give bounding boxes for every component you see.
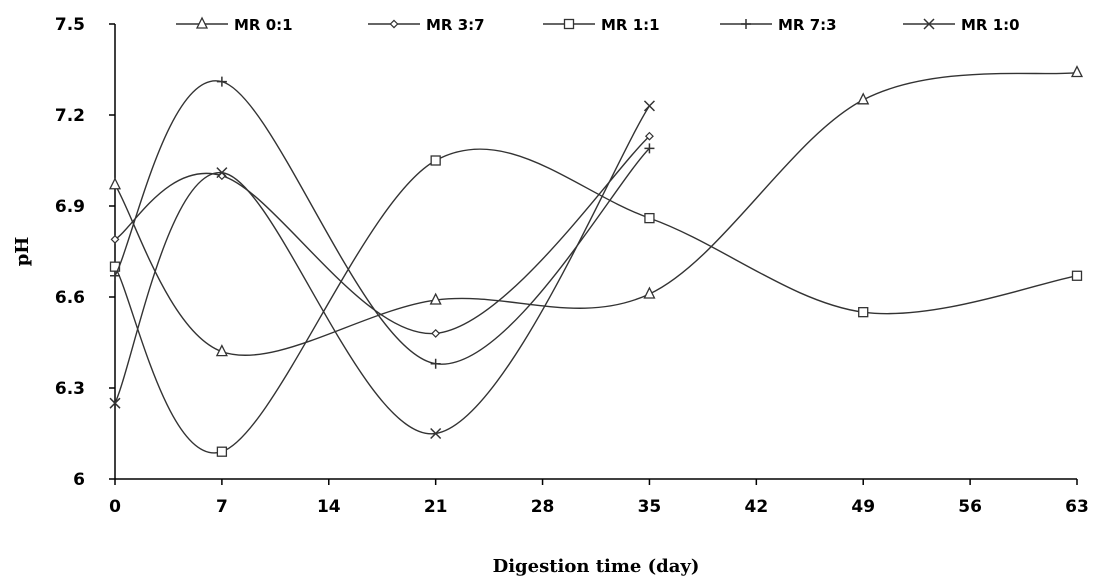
data-point [216,446,228,457]
y-tick-label: 6.3 [55,379,85,399]
x-tick-label: 21 [424,497,448,517]
series-2 [110,131,654,338]
data-point [644,131,654,141]
axes [114,24,1077,480]
data-point [108,177,122,190]
data-point [857,92,870,105]
data-point [858,307,869,318]
legend-marker [563,18,575,30]
legend-marker [389,19,399,29]
data-point [216,76,227,87]
series-4 [110,76,655,369]
x-tick-label: 56 [958,497,982,517]
legend-label: MR 1:0 [961,16,1020,34]
y-tick-label: 6.6 [55,288,85,308]
legend-item: MR 1:1 [543,16,660,34]
data-point [644,212,655,224]
data-point [216,167,228,179]
y-tick-label: 7.2 [55,106,85,126]
series-layer [108,65,1084,457]
series-line [114,71,1078,356]
x-tick-label: 28 [531,497,555,517]
series-line [114,80,650,365]
y-tick-label: 7.5 [55,15,85,35]
data-point [429,292,442,305]
legend-label: MR 7:3 [778,16,837,34]
ticks: 6 6.3 6.6 6.9 7.2 7.5 0 7 14 21 28 35 42 49 56 63 [55,15,1089,517]
x-tick-label: 7 [216,497,228,517]
legend: MR 0:1 MR 3:7 MR 1:1 MR 7:3 MR 1:0 [176,16,1020,34]
legend-item: MR 0:1 [176,16,293,34]
x-tick-label: 14 [317,497,341,517]
data-point [110,234,120,244]
data-point [1071,270,1083,281]
x-axis-title: Digestion time (day) [493,556,700,577]
x-tick-label: 0 [109,497,121,517]
series-line [114,148,1078,454]
x-tick-label: 63 [1065,497,1089,517]
legend-marker [741,19,751,29]
legend-label: MR 1:1 [601,16,660,34]
legend-label: MR 0:1 [234,16,293,34]
x-tick-label: 42 [744,497,768,517]
data-point [109,397,121,409]
legend-item: MR 1:0 [903,16,1020,34]
y-axis-title: pH [12,237,33,267]
data-point [431,328,441,338]
data-point [215,344,228,357]
data-point [644,143,655,154]
legend-item: MR 3:7 [368,16,485,34]
series-5 [109,100,655,440]
data-point [110,270,120,281]
data-point [430,155,441,166]
series-1 [108,65,1084,357]
legend-marker [923,18,935,30]
legend-marker [195,16,209,29]
data-point [643,286,656,299]
legend-label: MR 3:7 [426,16,485,34]
data-point [430,427,442,440]
series-line [114,105,651,435]
data-point [430,358,441,369]
series-line [114,135,650,335]
data-point [643,100,655,112]
x-tick-label: 49 [851,497,875,517]
y-tick-label: 6.9 [55,197,85,217]
series-3 [109,148,1083,457]
x-tick-label: 35 [638,497,662,517]
legend-item: MR 7:3 [720,16,837,34]
y-tick-label: 6 [73,470,85,490]
data-point [1070,65,1084,78]
